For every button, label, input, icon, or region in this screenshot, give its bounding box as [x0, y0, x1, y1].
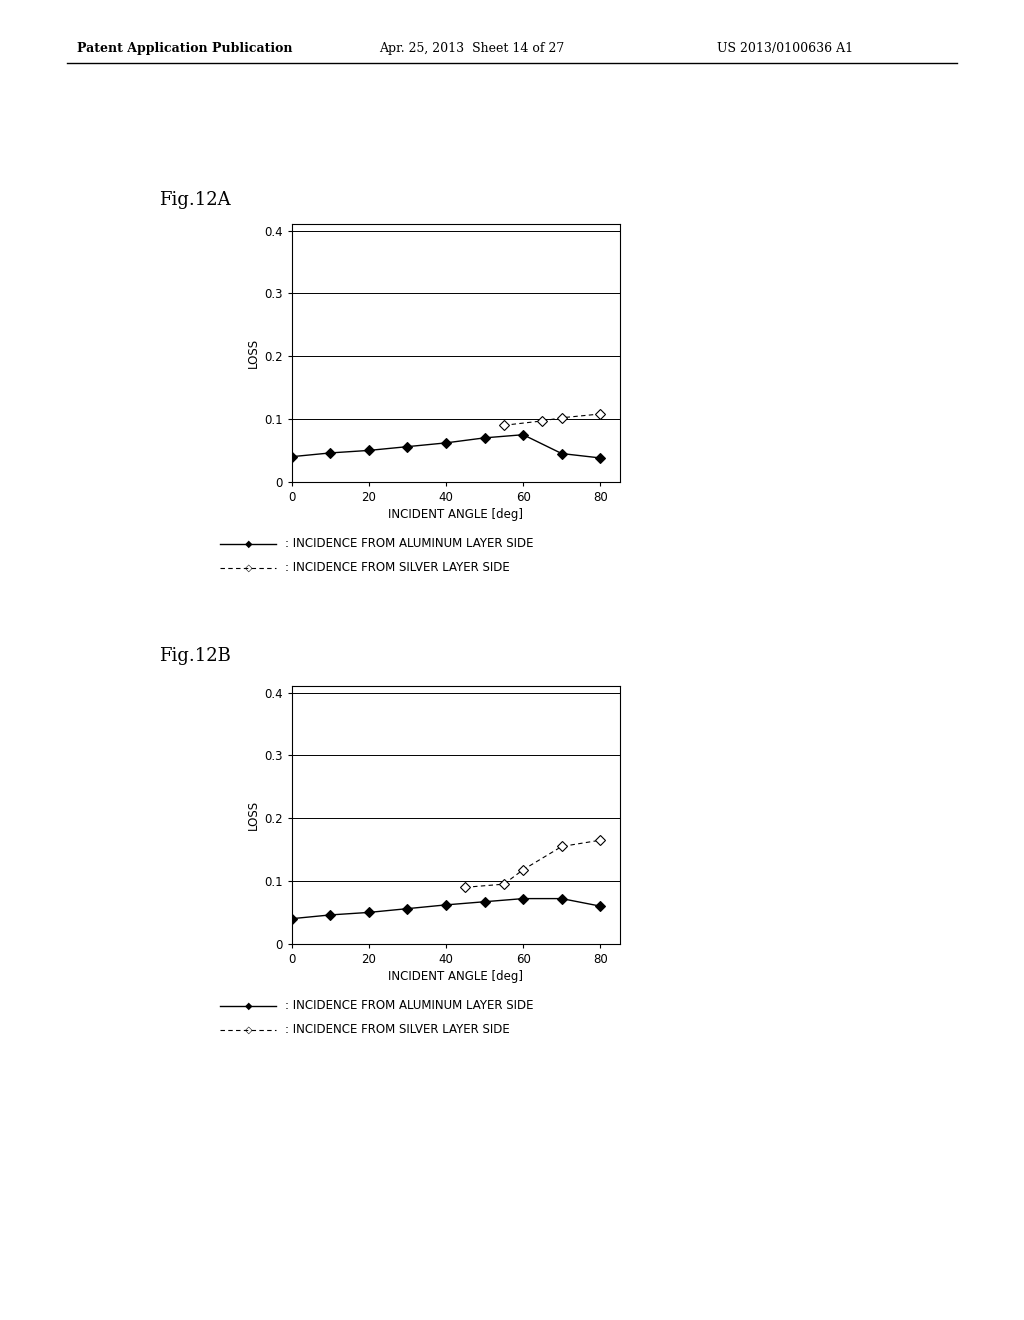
Y-axis label: LOSS: LOSS [247, 338, 260, 368]
Text: ◇: ◇ [245, 1024, 252, 1035]
Text: ◇: ◇ [245, 562, 252, 573]
Text: ◆: ◆ [245, 1001, 252, 1011]
Text: Apr. 25, 2013  Sheet 14 of 27: Apr. 25, 2013 Sheet 14 of 27 [379, 42, 564, 55]
Text: ◆: ◆ [245, 539, 252, 549]
Text: Fig.12A: Fig.12A [159, 191, 230, 210]
Text: : INCIDENCE FROM ALUMINUM LAYER SIDE: : INCIDENCE FROM ALUMINUM LAYER SIDE [285, 537, 534, 550]
Text: Fig.12B: Fig.12B [159, 647, 230, 665]
Text: : INCIDENCE FROM SILVER LAYER SIDE: : INCIDENCE FROM SILVER LAYER SIDE [285, 561, 509, 574]
Text: US 2013/0100636 A1: US 2013/0100636 A1 [717, 42, 853, 55]
Text: Patent Application Publication: Patent Application Publication [77, 42, 292, 55]
Text: : INCIDENCE FROM ALUMINUM LAYER SIDE: : INCIDENCE FROM ALUMINUM LAYER SIDE [285, 999, 534, 1012]
X-axis label: INCIDENT ANGLE [deg]: INCIDENT ANGLE [deg] [388, 508, 523, 521]
Y-axis label: LOSS: LOSS [247, 800, 260, 830]
Text: : INCIDENCE FROM SILVER LAYER SIDE: : INCIDENCE FROM SILVER LAYER SIDE [285, 1023, 509, 1036]
X-axis label: INCIDENT ANGLE [deg]: INCIDENT ANGLE [deg] [388, 970, 523, 983]
